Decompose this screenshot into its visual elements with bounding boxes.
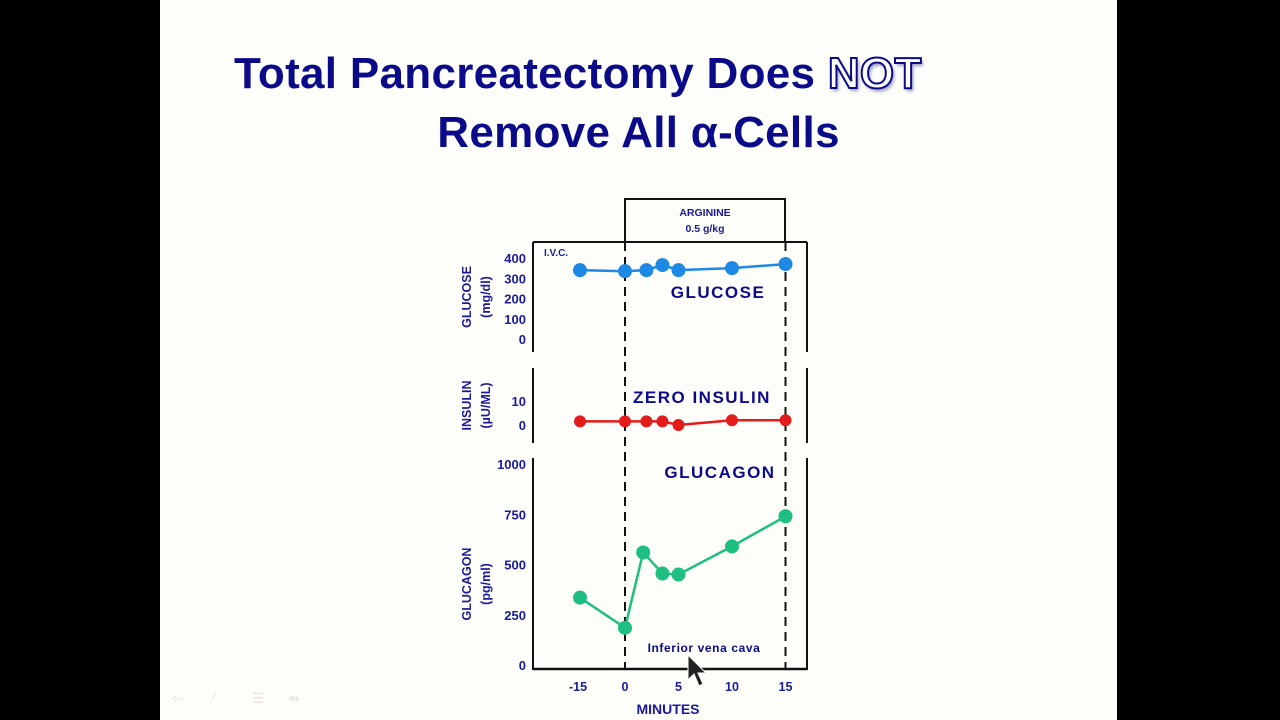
x-axis-label: MINUTES	[637, 701, 700, 717]
glucagon-data-point	[618, 620, 632, 635]
slide-title-line1: Total Pancreatectomy Does NOT	[234, 45, 922, 103]
insulin-data-point	[779, 414, 792, 427]
insulin-y-tick-label: 0	[519, 418, 526, 433]
glucose-y-tick-label: 300	[504, 271, 526, 286]
stimulus-label: ARGININE	[679, 207, 730, 219]
glucagon-y-unit: (pg/ml)	[479, 563, 493, 605]
glucose-y-tick-label: 0	[519, 332, 526, 347]
insulin-panel-label: ZERO INSULIN	[633, 388, 771, 407]
x-tick-label: -15	[569, 680, 587, 694]
x-tick-label: 10	[725, 680, 739, 694]
glucagon-y-label: GLUCAGON	[460, 548, 474, 621]
insulin-y-label: INSULIN	[460, 381, 474, 431]
menu-icon[interactable]: ☰	[252, 690, 265, 706]
stimulus-box	[624, 198, 786, 242]
glucose-data-point	[639, 263, 654, 278]
glucagon-data-point	[636, 545, 651, 560]
glucose-data-point	[573, 263, 587, 278]
glucose-y-unit: (mg/dl)	[479, 276, 493, 318]
site-label: I.V.C.	[544, 248, 568, 259]
x-tick-label: 5	[675, 680, 682, 694]
previous-icon[interactable]: ⇦	[172, 690, 184, 706]
glucagon-data-point	[725, 539, 739, 554]
glucose-data-point	[655, 258, 670, 273]
glucagon-y-tick-label: 500	[504, 558, 526, 573]
insulin-data-point	[672, 419, 685, 431]
glucagon-y-tick-label: 250	[504, 608, 526, 623]
glucose-data-point	[618, 264, 632, 279]
insulin-y-tick-label: 10	[512, 394, 526, 409]
glucose-y-tick-label: 100	[504, 312, 526, 327]
pen-icon[interactable]: ∕	[212, 690, 215, 706]
x-tick-label: 15	[779, 680, 793, 694]
glucagon-data-point	[778, 509, 793, 524]
x-tick-label: 0	[622, 680, 629, 694]
insulin-data-point	[640, 415, 653, 428]
glucose-y-tick-label: 200	[504, 292, 526, 307]
title-text: Total Pancreatectomy Does	[234, 49, 816, 98]
glucose-panel-label: GLUCOSE	[671, 283, 766, 302]
mouse-cursor-icon	[687, 653, 708, 687]
insulin-y-unit: (µU/ML)	[479, 382, 493, 428]
glucagon-data-point	[573, 590, 587, 605]
site-footnote: Inferior vena cava	[648, 641, 761, 655]
glucose-data-point	[725, 261, 739, 276]
insulin-data-point	[726, 414, 738, 427]
glucagon-y-tick-label: 0	[519, 658, 526, 673]
glucagon-y-tick-label: 750	[504, 507, 526, 522]
glucose-y-tick-label: 400	[504, 251, 526, 266]
slide-title-line2: Remove All α-Cells	[437, 108, 840, 157]
slide: Total Pancreatectomy Does NOT Remove All…	[160, 0, 1117, 720]
glucagon-data-point	[671, 567, 686, 582]
stimulus-dose: 0.5 g/kg	[685, 223, 724, 235]
next-icon[interactable]: ⇴	[288, 690, 300, 706]
glucose-y-label: GLUCOSE	[460, 266, 474, 328]
glucose-data-point	[671, 263, 686, 278]
glucagon-y-tick-label: 1000	[497, 457, 526, 472]
title-emphasis: NOT	[827, 48, 922, 99]
insulin-data-point	[619, 415, 631, 428]
glucagon-data-point	[655, 566, 670, 581]
glucose-data-point	[778, 257, 793, 272]
insulin-data-point	[656, 415, 669, 428]
glucagon-panel-label: GLUCAGON	[664, 463, 775, 482]
insulin-data-point	[574, 415, 586, 428]
